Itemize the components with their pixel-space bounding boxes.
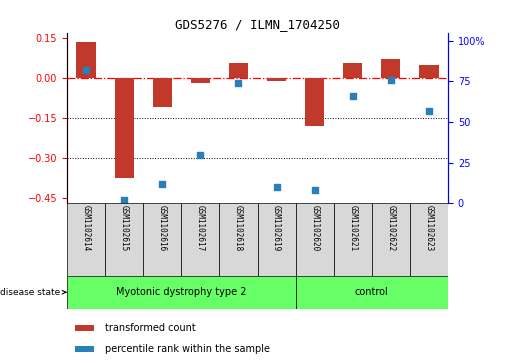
Point <box>425 108 433 114</box>
Bar <box>419 65 439 78</box>
Bar <box>410 203 448 276</box>
Point <box>196 152 204 158</box>
Point <box>120 197 128 203</box>
Bar <box>219 203 258 276</box>
Text: transformed count: transformed count <box>105 323 196 333</box>
Bar <box>67 276 296 309</box>
Text: disease state: disease state <box>0 288 66 297</box>
Bar <box>105 203 143 276</box>
Bar <box>344 63 363 78</box>
Bar <box>267 78 286 81</box>
Text: GSM1102616: GSM1102616 <box>158 205 167 252</box>
Bar <box>75 346 94 352</box>
Point <box>234 80 243 86</box>
Text: GSM1102617: GSM1102617 <box>196 205 205 252</box>
Text: GSM1102618: GSM1102618 <box>234 205 243 252</box>
Text: GSM1102619: GSM1102619 <box>272 205 281 252</box>
Text: GSM1102615: GSM1102615 <box>119 205 129 252</box>
Bar <box>382 59 401 78</box>
Bar <box>334 203 372 276</box>
Point <box>158 181 166 187</box>
Text: GSM1102621: GSM1102621 <box>348 205 357 252</box>
Bar <box>67 203 105 276</box>
Bar <box>143 203 181 276</box>
Point <box>272 184 281 190</box>
Bar <box>75 325 94 331</box>
Title: GDS5276 / ILMN_1704250: GDS5276 / ILMN_1704250 <box>175 19 340 32</box>
Bar <box>114 78 134 178</box>
Text: GSM1102622: GSM1102622 <box>386 205 396 252</box>
Bar <box>372 203 410 276</box>
Point <box>82 67 90 73</box>
Point <box>387 77 395 83</box>
Text: percentile rank within the sample: percentile rank within the sample <box>105 344 270 354</box>
Bar <box>258 203 296 276</box>
Text: control: control <box>355 287 389 297</box>
Point <box>311 187 319 193</box>
Bar <box>153 78 172 107</box>
Bar <box>296 276 448 309</box>
Text: GSM1102623: GSM1102623 <box>424 205 434 252</box>
Bar <box>191 78 210 83</box>
Bar <box>76 42 96 78</box>
Bar <box>181 203 219 276</box>
Text: Myotonic dystrophy type 2: Myotonic dystrophy type 2 <box>116 287 247 297</box>
Bar <box>305 78 324 126</box>
Text: GSM1102620: GSM1102620 <box>310 205 319 252</box>
Bar <box>296 203 334 276</box>
Point <box>349 93 357 99</box>
Text: GSM1102614: GSM1102614 <box>81 205 91 252</box>
Bar <box>229 63 248 78</box>
